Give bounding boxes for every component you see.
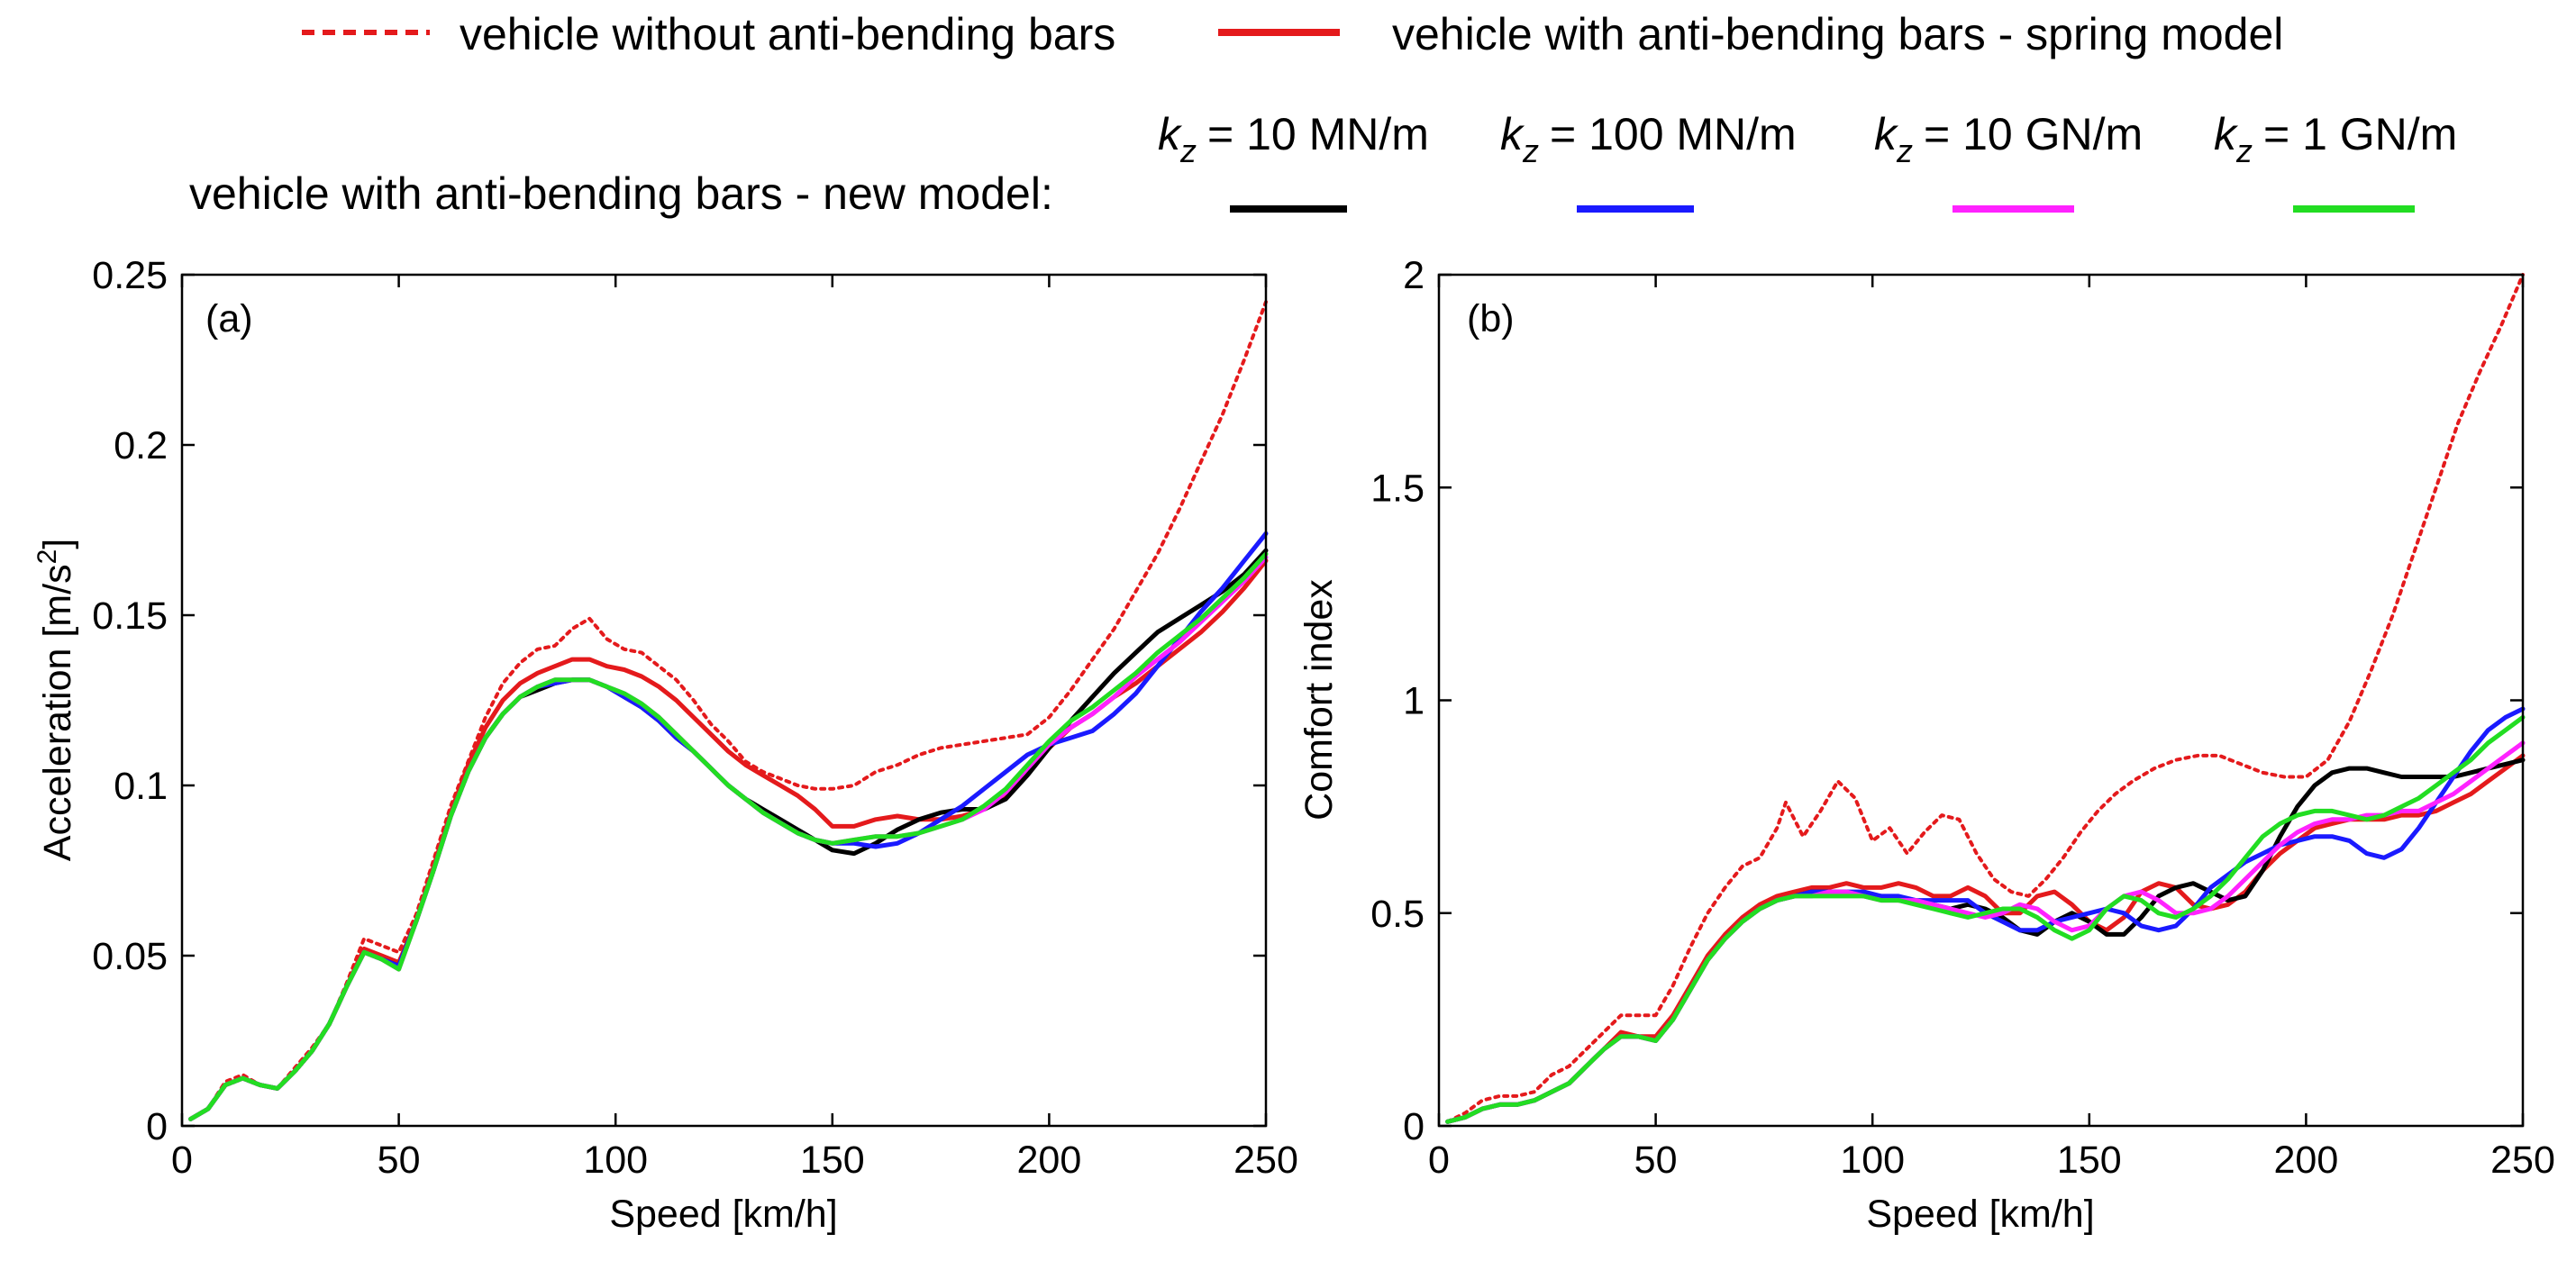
legend-label-without-bars: vehicle without anti-bending bars xyxy=(460,9,1115,59)
panel-b-y-tick-label: 1 xyxy=(1403,680,1425,723)
legend-kz-entry-100mn: kz = 100 MN/m xyxy=(1500,109,1797,213)
panel-b-series xyxy=(1445,273,2526,1124)
legend-kz-entry-10gn: kz = 10 GN/m xyxy=(1874,109,2143,213)
kz-value: = 100 MN/m xyxy=(1550,109,1797,159)
panel-b-series-kz-10-mn-m-line xyxy=(1445,758,2526,1124)
panel-b-x-tick-label: 150 xyxy=(2057,1139,2122,1182)
panel-a-series-kz-10-mn-m-line xyxy=(188,548,1269,1121)
panel-a-x-tick-label: 0 xyxy=(171,1139,193,1182)
kz-symbol: kz xyxy=(1874,109,1913,169)
panel-b-label: (b) xyxy=(1467,297,1515,340)
panel-b-comfort-chart: 0 50 100 150 200 250 0 0.5 1 1.5 2 (b) Speed [km/h… xyxy=(1297,254,2555,1236)
panel-b-y-axis-label: Comfort index xyxy=(1297,579,1341,821)
panel-a-y-tick-label: 0.2 xyxy=(114,424,168,467)
panel-b-x-tick-label: 50 xyxy=(1634,1139,1678,1182)
panel-a-y-axis-label: Acceleration [m/s2] xyxy=(32,539,79,861)
panel-a-axes-frame xyxy=(180,273,1268,1128)
panel-b-x-tick-label: 200 xyxy=(2274,1139,2339,1182)
panel-a-series-kz-100-mn-m-line xyxy=(188,531,1269,1121)
panel-a-series xyxy=(188,300,1269,1121)
legend-label-spring-model: vehicle with anti-bending bars - spring … xyxy=(1392,9,2283,59)
panel-b-series-vehicle-without-anti-bending-bars-line xyxy=(1445,273,2525,1124)
kz-symbol: kz xyxy=(2214,109,2253,169)
panel-b-series-spring-model-line xyxy=(1445,753,2526,1124)
panel-a-y-tick-label: 0 xyxy=(146,1105,168,1148)
legend-kz-entry-10mn: kz = 10 MN/m xyxy=(1158,109,1429,213)
panel-b-series-kz-1-gn-m-line xyxy=(1445,714,2526,1124)
kz-value: = 10 MN/m xyxy=(1207,109,1429,159)
panel-b-x-tick-label: 0 xyxy=(1428,1139,1450,1182)
panel-a-series-vehicle-without-anti-bending-bars-line xyxy=(188,300,1268,1121)
legend-label-new-model: vehicle with anti-bending bars - new mod… xyxy=(189,168,1053,219)
panel-b-x-tick-label: 100 xyxy=(1840,1139,1905,1182)
panel-b-x-tick-label: 250 xyxy=(2490,1139,2555,1182)
panel-a-ticks: 0 50 100 150 200 250 0 0.05 0.1 0.15 0.2 0.25 xyxy=(92,254,1298,1182)
panel-a-y-tick-label: 0.1 xyxy=(114,765,168,808)
panel-a-series-kz-1-gn-m-line xyxy=(188,551,1269,1121)
panel-a-x-tick-label: 150 xyxy=(800,1139,865,1182)
panel-a-x-tick-label: 100 xyxy=(583,1139,648,1182)
kz-symbol: kz xyxy=(1500,109,1539,169)
panel-a-x-axis-label: Speed [km/h] xyxy=(609,1193,837,1236)
legend-kz-entry-1gn: kz = 1 GN/m xyxy=(2214,109,2457,213)
panel-a-acceleration-chart: 0 50 100 150 200 250 0 0.05 0.1 0.15 0.2 0.25 (a) S… xyxy=(32,254,1298,1236)
panel-b-y-tick-label: 1.5 xyxy=(1370,467,1425,510)
panel-a-x-tick-label: 250 xyxy=(1233,1139,1298,1182)
panel-b-y-tick-label: 0.5 xyxy=(1370,893,1425,936)
kz-symbol: kz xyxy=(1158,109,1197,169)
kz-value: = 1 GN/m xyxy=(2263,109,2457,159)
kz-value: = 10 GN/m xyxy=(1924,109,2143,159)
panel-b-series-kz-10-gn-m-line xyxy=(1445,740,2526,1124)
panel-a-y-tick-label: 0.25 xyxy=(92,254,168,297)
panel-a-x-tick-label: 200 xyxy=(1017,1139,1082,1182)
panel-b-ticks: 0 50 100 150 200 250 0 0.5 1 1.5 2 xyxy=(1370,254,2555,1182)
panel-a-y-tick-label: 0.15 xyxy=(92,594,168,638)
panel-a-label: (a) xyxy=(205,297,253,340)
panel-a-x-tick-label: 50 xyxy=(378,1139,421,1182)
panel-b-x-axis-label: Speed [km/h] xyxy=(1866,1193,2094,1236)
panel-b-y-tick-label: 2 xyxy=(1403,254,1425,297)
panel-b-y-tick-label: 0 xyxy=(1403,1105,1425,1148)
panel-a-y-tick-label: 0.05 xyxy=(92,935,168,978)
legend: vehicle without anti-bending bars vehicl… xyxy=(189,9,2457,219)
